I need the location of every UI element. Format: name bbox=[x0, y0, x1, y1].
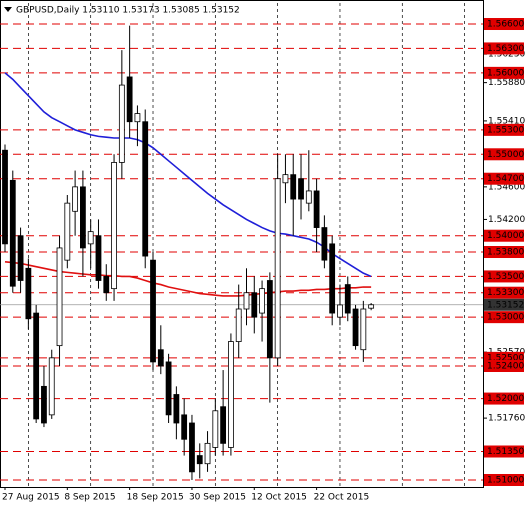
level-label-bg bbox=[484, 246, 524, 259]
candle-body-down bbox=[173, 394, 180, 424]
candle-body-down bbox=[189, 422, 195, 473]
candle-body-up bbox=[134, 113, 141, 123]
y-tick-label: 1.51760 bbox=[488, 414, 525, 424]
candle-body-down bbox=[126, 76, 133, 123]
candle-body-down bbox=[329, 243, 336, 314]
candle-body-up bbox=[56, 247, 63, 347]
candle-body-down bbox=[41, 385, 47, 424]
level-label: 1.53500 bbox=[487, 272, 524, 282]
level-label: 1.55000 bbox=[487, 150, 524, 160]
candle-body-down bbox=[352, 308, 359, 347]
level-label: 1.53800 bbox=[487, 248, 524, 258]
candle-body-up bbox=[337, 304, 343, 318]
candle-body-up bbox=[118, 84, 125, 163]
candle-body-down bbox=[344, 284, 351, 314]
candle-body-down bbox=[196, 455, 203, 465]
current-price-bg bbox=[484, 298, 524, 311]
candle-body-up bbox=[368, 304, 375, 309]
candle-body-down bbox=[33, 312, 40, 420]
candle-body-up bbox=[259, 288, 265, 314]
candle-body-up bbox=[48, 357, 55, 416]
candle-body-down bbox=[2, 149, 8, 245]
candle-body-up bbox=[235, 308, 242, 342]
y-tick-label: 1.54600 bbox=[488, 182, 525, 192]
level-label-bg bbox=[484, 286, 524, 299]
level-label: 1.52000 bbox=[487, 394, 524, 404]
level-label-bg bbox=[484, 18, 524, 31]
level-label: 1.56300 bbox=[487, 44, 524, 54]
candle-body-up bbox=[360, 308, 367, 351]
candle-body-down bbox=[157, 349, 164, 367]
level-label: 1.53300 bbox=[487, 288, 524, 298]
level-label-bg bbox=[484, 270, 524, 283]
y-tick-label: 1.55880 bbox=[488, 78, 525, 88]
level-label: 1.53000 bbox=[487, 313, 524, 323]
candle-body-up bbox=[228, 341, 234, 448]
candle-body-down bbox=[298, 178, 304, 200]
level-label: 1.54000 bbox=[487, 231, 524, 241]
x-tick-label: 27 Aug 2015 bbox=[2, 493, 60, 503]
candle-body-down bbox=[181, 414, 188, 440]
candle-body-up bbox=[212, 410, 219, 448]
x-tick-label: 30 Sep 2015 bbox=[189, 493, 246, 503]
candle-body-down bbox=[266, 280, 273, 359]
candle-body-up bbox=[87, 231, 94, 245]
candle-body-down bbox=[80, 186, 86, 249]
moving-average bbox=[4, 260, 372, 297]
candle-body-down bbox=[165, 361, 172, 416]
level-label-bg bbox=[484, 42, 524, 55]
level-label-bg bbox=[484, 123, 524, 136]
level-label-bg bbox=[484, 172, 524, 185]
candle-body-down bbox=[25, 267, 32, 320]
candle-body-up bbox=[243, 292, 250, 310]
x-tick-label: 12 Oct 2015 bbox=[251, 493, 307, 503]
y-tick-label: 1.56230 bbox=[488, 50, 525, 60]
candle-body-down bbox=[142, 121, 149, 257]
y-tick-label: 1.54200 bbox=[488, 215, 525, 225]
level-label-bg bbox=[484, 311, 524, 324]
level-label: 1.54700 bbox=[487, 174, 524, 184]
chart-title: GBPUSD,Daily 1.53110 1.53173 1.53085 1.5… bbox=[16, 6, 240, 16]
candle-body-down bbox=[290, 174, 297, 200]
level-label: 1.51350 bbox=[487, 447, 524, 457]
level-label-bg bbox=[484, 392, 524, 405]
level-label: 1.52500 bbox=[487, 353, 524, 363]
level-label: 1.56000 bbox=[487, 68, 524, 78]
level-label: 1.51000 bbox=[487, 475, 524, 485]
candle-body-down bbox=[103, 276, 110, 294]
x-tick-label: 18 Sep 2015 bbox=[127, 493, 184, 503]
candle-body-down bbox=[95, 235, 102, 281]
candle-body-up bbox=[204, 442, 211, 465]
current-price-label: 1.53152 bbox=[487, 300, 524, 310]
level-label: 1.56600 bbox=[487, 20, 524, 30]
candle-body-down bbox=[220, 406, 227, 444]
level-label: 1.55300 bbox=[487, 125, 524, 135]
candle-body-down bbox=[17, 235, 24, 281]
plot-frame bbox=[0, 0, 484, 488]
y-tick-label: 1.55410 bbox=[488, 116, 525, 126]
candle-body-up bbox=[111, 162, 117, 290]
menu-icon bbox=[4, 7, 12, 12]
candle-body-up bbox=[282, 174, 289, 184]
candle-body-down bbox=[313, 190, 320, 228]
level-label-bg bbox=[484, 229, 524, 242]
x-tick-label: 8 Sep 2015 bbox=[64, 493, 115, 503]
candle-body-up bbox=[64, 202, 71, 261]
candle-body-down bbox=[321, 227, 328, 261]
candle-body-down bbox=[150, 259, 156, 363]
moving-average bbox=[4, 72, 372, 278]
candle-body-up bbox=[72, 186, 79, 212]
level-label-bg bbox=[484, 148, 524, 161]
level-label-bg bbox=[484, 445, 524, 458]
x-tick-label: 22 Oct 2015 bbox=[314, 493, 370, 503]
candle-body-down bbox=[251, 292, 258, 318]
level-label: 1.52400 bbox=[487, 362, 524, 372]
candle-body-up bbox=[305, 190, 312, 204]
candle-body-down bbox=[9, 179, 16, 287]
level-label-bg bbox=[484, 360, 524, 372]
level-label-bg bbox=[484, 66, 524, 79]
level-label-bg bbox=[484, 473, 524, 486]
candle-body-up bbox=[274, 178, 281, 359]
